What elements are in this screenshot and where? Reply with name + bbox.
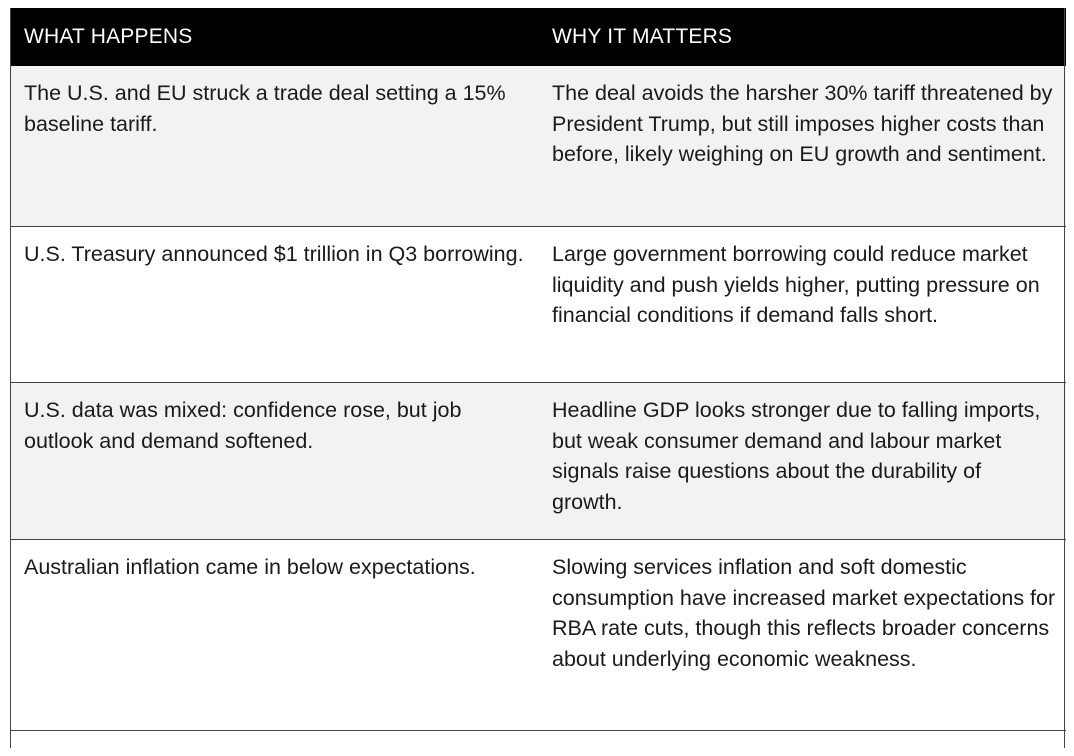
table-row: The U.S. and EU struck a trade deal sett… <box>10 66 1066 227</box>
header-why-it-matters: WHY IT MATTERS <box>538 8 1066 66</box>
table-header: WHAT HAPPENS WHY IT MATTERS <box>10 8 1066 66</box>
header-row: WHAT HAPPENS WHY IT MATTERS <box>10 8 1066 66</box>
table-row: Australian inflation came in below expec… <box>10 539 1066 731</box>
table-row: U.S. data was mixed: confidence rose, bu… <box>10 382 1066 540</box>
table-row: U.S. Treasury announced $1 trillion in Q… <box>10 226 1066 383</box>
what-happens-cell: Australian inflation came in below expec… <box>10 539 538 731</box>
what-happens-cell: The U.S. and EU struck a trade deal sett… <box>10 66 538 227</box>
why-it-matters-cell: Headline GDP looks stronger due to falli… <box>538 382 1066 540</box>
what-happens-cell: U.S. Treasury announced $1 trillion in Q… <box>10 226 538 383</box>
why-it-matters-cell: The deal avoids the harsher 30% tariff t… <box>538 66 1066 227</box>
why-it-matters-cell: Slowing services inflation and soft dome… <box>538 539 1066 731</box>
why-it-matters-cell: Large government borrowing could reduce … <box>538 226 1066 383</box>
header-what-happens: WHAT HAPPENS <box>10 8 538 66</box>
what-happens-cell: U.S. data was mixed: confidence rose, bu… <box>10 382 538 540</box>
news-impact-table: WHAT HAPPENS WHY IT MATTERS The U.S. and… <box>10 8 1066 731</box>
